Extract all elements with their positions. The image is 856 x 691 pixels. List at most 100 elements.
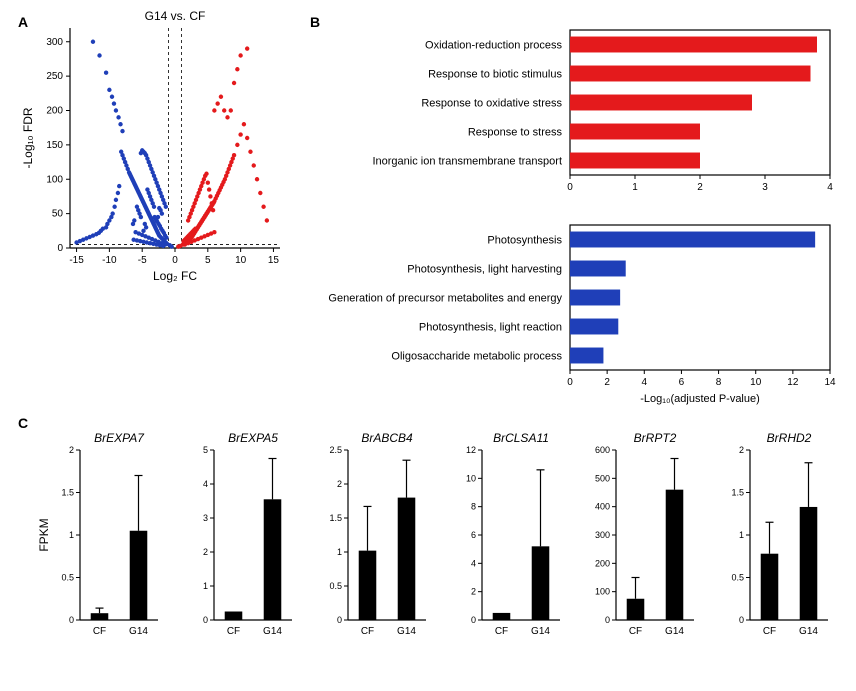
volcano-point xyxy=(215,101,219,105)
svg-text:1: 1 xyxy=(632,182,638,193)
svg-text:400: 400 xyxy=(595,502,610,512)
svg-text:100: 100 xyxy=(595,587,610,597)
svg-text:200: 200 xyxy=(46,106,63,117)
svg-text:14: 14 xyxy=(824,377,836,388)
enrichment-bar xyxy=(570,319,618,335)
volcano-point xyxy=(225,115,229,119)
svg-text:5: 5 xyxy=(203,445,208,455)
svg-text:5: 5 xyxy=(205,255,211,266)
svg-text:12: 12 xyxy=(787,377,799,388)
svg-text:300: 300 xyxy=(595,530,610,540)
svg-text:10: 10 xyxy=(750,377,762,388)
svg-text:2: 2 xyxy=(604,377,610,388)
volcano-point xyxy=(210,201,214,205)
volcano-point xyxy=(91,40,95,44)
gene-panel: 012345CFG14BrEXPA5 xyxy=(203,431,292,637)
volcano-point xyxy=(74,240,78,244)
figure-canvas: G14 vs. CF-15-10-50510150501001502002503… xyxy=(0,0,856,691)
svg-text:BrRPT2: BrRPT2 xyxy=(634,431,677,445)
volcano-point xyxy=(238,132,242,136)
svg-text:CF: CF xyxy=(629,626,642,637)
gene-bar xyxy=(359,551,377,620)
svg-text:10: 10 xyxy=(235,255,247,266)
volcano-point xyxy=(193,227,197,231)
svg-text:15: 15 xyxy=(268,255,280,266)
enrichment-term-label: Response to oxidative stress xyxy=(421,98,562,110)
gene-bar xyxy=(130,531,148,620)
svg-text:BrRHD2: BrRHD2 xyxy=(767,431,812,445)
svg-text:0.5: 0.5 xyxy=(329,581,342,591)
enrichment-bar xyxy=(570,124,700,140)
volcano-point xyxy=(133,230,137,234)
svg-text:FPKM: FPKM xyxy=(37,518,51,551)
gene-bar xyxy=(264,499,282,620)
volcano-point xyxy=(222,108,226,112)
volcano-point xyxy=(258,191,262,195)
svg-text:6: 6 xyxy=(679,377,685,388)
svg-text:1: 1 xyxy=(69,530,74,540)
volcano-point xyxy=(248,150,252,154)
svg-text:Log₂ FC: Log₂ FC xyxy=(153,269,197,283)
gene-bar xyxy=(225,612,243,621)
svg-text:G14: G14 xyxy=(263,626,282,637)
volcano-point xyxy=(252,163,256,167)
svg-text:150: 150 xyxy=(46,140,63,151)
svg-text:-10: -10 xyxy=(102,255,117,266)
volcano-point xyxy=(145,187,149,191)
enrichment-bar xyxy=(570,232,815,248)
svg-text:2: 2 xyxy=(739,445,744,455)
volcano-plot: G14 vs. CF-15-10-50510150501001502002503… xyxy=(21,9,280,283)
svg-text:10: 10 xyxy=(466,473,476,483)
gene-bar xyxy=(91,613,109,620)
svg-text:2: 2 xyxy=(203,547,208,557)
volcano-point xyxy=(235,143,239,147)
enrichment-chart: Photosynthesis Photosynthesis, light harv… xyxy=(328,225,836,388)
gene-bar xyxy=(493,613,511,620)
volcano-point xyxy=(116,191,120,195)
enrichment-bar xyxy=(570,290,620,306)
gene-bar xyxy=(532,546,550,620)
volcano-point xyxy=(235,67,239,71)
svg-text:-Log₁₀(adjusted P-value): -Log₁₀(adjusted P-value) xyxy=(640,393,760,405)
volcano-point xyxy=(135,205,139,209)
svg-text:0: 0 xyxy=(172,255,178,266)
svg-text:4: 4 xyxy=(203,479,208,489)
svg-text:-Log₁₀ FDR: -Log₁₀ FDR xyxy=(21,107,35,168)
volcano-point xyxy=(242,122,246,126)
svg-text:BrABCB4: BrABCB4 xyxy=(361,431,413,445)
volcano-point xyxy=(120,129,124,133)
volcano-point xyxy=(206,180,210,184)
volcano-point xyxy=(119,150,123,154)
enrichment-term-label: Photosynthesis xyxy=(487,235,562,247)
enrichment-term-label: Response to stress xyxy=(468,127,563,139)
volcano-point xyxy=(118,122,122,126)
svg-text:BrEXPA5: BrEXPA5 xyxy=(228,431,278,445)
svg-text:1.5: 1.5 xyxy=(731,488,744,498)
gene-panel: 00.511.522.5CFG14BrABCB4 xyxy=(329,431,426,637)
svg-text:G14: G14 xyxy=(397,626,416,637)
volcano-point xyxy=(212,108,216,112)
gene-bar xyxy=(398,498,416,620)
gene-bar xyxy=(666,490,684,620)
svg-text:2: 2 xyxy=(69,445,74,455)
svg-text:8: 8 xyxy=(716,377,722,388)
svg-text:2: 2 xyxy=(337,479,342,489)
svg-text:0: 0 xyxy=(567,377,573,388)
svg-text:2: 2 xyxy=(471,587,476,597)
volcano-point xyxy=(116,115,120,119)
svg-text:4: 4 xyxy=(471,558,476,568)
enrichment-term-label: Response to biotic stimulus xyxy=(428,69,562,81)
gene-panel: 0100200300400500600CFG14BrRPT2 xyxy=(595,431,694,637)
enrichment-term-label: Photosynthesis, light harvesting xyxy=(407,264,562,276)
svg-text:0: 0 xyxy=(69,615,74,625)
volcano-point xyxy=(110,95,114,99)
svg-text:300: 300 xyxy=(46,37,63,48)
volcano-point xyxy=(114,198,118,202)
volcano-point xyxy=(112,205,116,209)
svg-text:CF: CF xyxy=(763,626,776,637)
volcano-point xyxy=(255,177,259,181)
volcano-point xyxy=(141,229,145,233)
svg-text:0.5: 0.5 xyxy=(61,573,74,583)
svg-text:0: 0 xyxy=(471,615,476,625)
volcano-point xyxy=(112,101,116,105)
